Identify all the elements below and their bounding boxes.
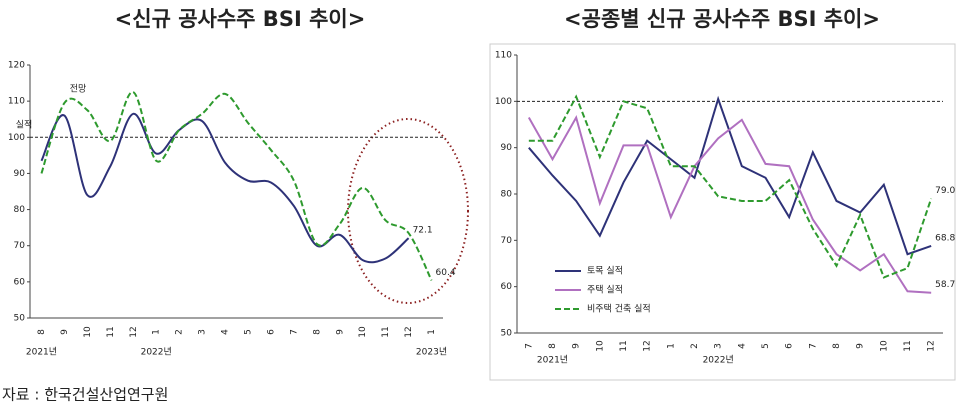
year-label: 2021년: [537, 355, 568, 366]
x-tick-label: 1: [427, 329, 437, 335]
chart-title: <공종별 신규 공사수주 BSI 추이>: [564, 7, 880, 31]
y-tick-label: 110: [8, 97, 25, 107]
series-line: [40, 91, 433, 281]
y-tick-label: 80: [501, 190, 513, 200]
x-tick-label: 12: [927, 340, 937, 351]
series-line: [40, 112, 410, 264]
x-tick-label: 6: [785, 343, 795, 349]
legend-label: 비주택 건축 실적: [587, 303, 651, 315]
x-tick-label: 7: [524, 343, 534, 349]
highlight-ellipse: [347, 118, 469, 304]
x-tick-label: 10: [83, 326, 93, 338]
x-tick-label: 5: [761, 343, 771, 349]
x-tick-label: 3: [714, 343, 724, 349]
x-tick-label: 12: [404, 326, 414, 337]
x-tick-label: 8: [37, 329, 47, 335]
x-tick-label: 1: [152, 329, 162, 335]
x-tick-label: 7: [289, 329, 299, 335]
y-tick-label: 70: [14, 241, 26, 251]
series-label: 실적: [16, 119, 33, 131]
x-tick-label: 10: [879, 340, 889, 352]
x-tick-label: 4: [737, 343, 747, 349]
x-tick-label: 9: [856, 343, 866, 349]
series-label: 전망: [70, 84, 87, 95]
x-tick-label: 2: [175, 329, 185, 335]
legend-label: 토목 실적: [587, 265, 623, 277]
value-label: 60.4: [436, 268, 456, 278]
y-tick-label: 100: [495, 97, 512, 107]
y-tick-label: 90: [501, 143, 513, 153]
chart-frame: [489, 43, 956, 381]
x-tick-label: 4: [221, 329, 231, 335]
x-tick-label: 9: [335, 329, 345, 335]
y-tick-label: 50: [14, 314, 26, 324]
source: 자료 : 한국건설산업연구원: [2, 386, 168, 404]
y-tick-label: 110: [495, 51, 512, 61]
x-tick-label: 11: [619, 340, 629, 351]
series-line: [528, 95, 932, 256]
year-label: 2022년: [141, 347, 172, 358]
year-label: 2021년: [26, 347, 57, 358]
x-tick-label: 8: [312, 329, 322, 335]
value-label: 72.1: [413, 226, 433, 236]
y-tick-label: 50: [501, 329, 513, 339]
x-tick-label: 10: [358, 326, 368, 338]
y-tick-label: 70: [501, 236, 513, 246]
x-tick-label: 6: [266, 329, 276, 335]
year-label: 2022년: [703, 355, 734, 366]
x-tick-label: 1: [666, 343, 676, 349]
y-tick-label: 60: [501, 282, 513, 292]
value-label: 79.0: [935, 186, 955, 196]
y-tick-label: 60: [14, 277, 26, 287]
series-line: [527, 114, 932, 294]
x-tick-label: 7: [808, 343, 818, 349]
y-tick-label: 90: [14, 169, 26, 179]
chart-title: <신규 공사수주 BSI 추이>: [115, 7, 366, 31]
legend-label: 주택 실적: [587, 284, 623, 296]
x-tick-label: 9: [60, 329, 70, 335]
y-tick-label: 100: [8, 133, 25, 143]
x-tick-label: 9: [572, 343, 582, 349]
y-tick-label: 80: [14, 205, 26, 215]
y-tick-label: 120: [8, 61, 25, 71]
value-label: 58.7: [935, 280, 955, 290]
x-tick-label: 8: [832, 343, 842, 349]
x-tick-label: 2: [690, 343, 700, 349]
x-tick-label: 11: [381, 326, 391, 337]
x-tick-label: 10: [595, 340, 605, 352]
x-tick-label: 5: [243, 329, 253, 335]
x-tick-label: 11: [106, 326, 116, 337]
x-tick-label: 11: [903, 340, 913, 351]
x-tick-label: 12: [643, 340, 653, 351]
x-tick-label: 8: [548, 343, 558, 349]
x-tick-label: 3: [198, 329, 208, 335]
year-label: 2023년: [416, 347, 447, 358]
x-tick-label: 12: [129, 326, 139, 337]
series-line: [528, 94, 933, 279]
value-label: 68.8: [935, 233, 955, 243]
